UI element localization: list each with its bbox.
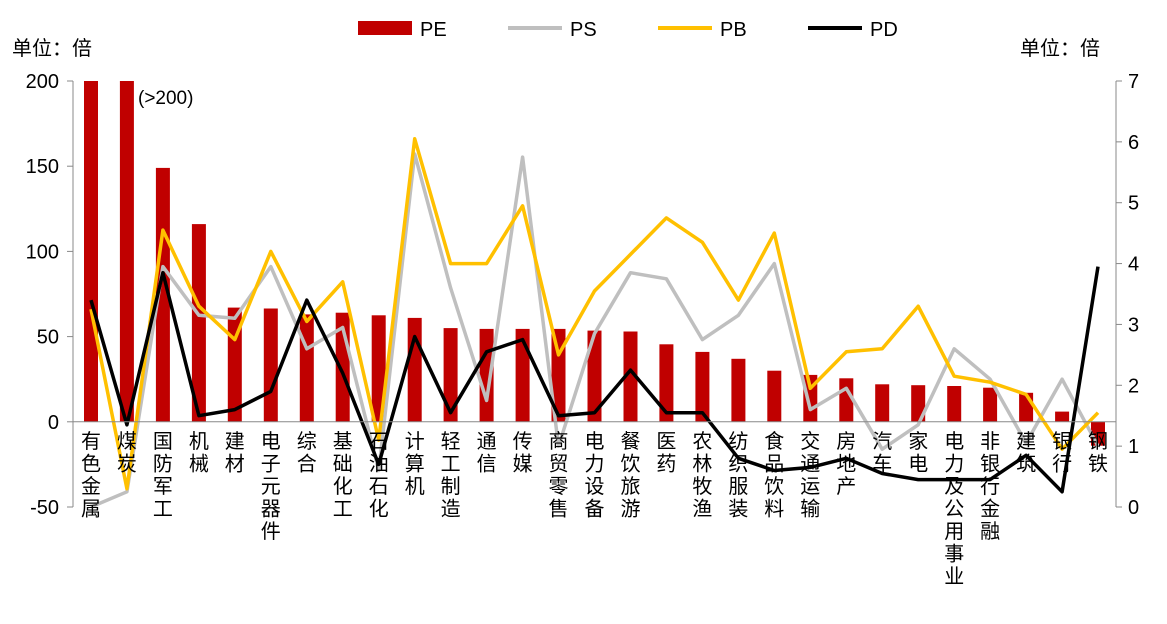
category-label: 传媒 bbox=[513, 429, 533, 476]
legend-label-ps: PS bbox=[570, 19, 597, 41]
legend-swatch-pe bbox=[358, 21, 412, 35]
category-label: 基础化工 bbox=[333, 429, 353, 521]
category-label: 建筑 bbox=[1016, 429, 1036, 476]
pe-bar bbox=[443, 328, 458, 422]
pe-bar bbox=[659, 344, 674, 422]
right-tick-label: 4 bbox=[1128, 254, 1139, 276]
legend-label-pb: PB bbox=[720, 19, 747, 41]
axes: 200 150 100 50 0 -50 7 6 5 4 3 2 1 0 bbox=[26, 71, 1140, 519]
pe-bars bbox=[84, 81, 1105, 446]
pe-bar bbox=[875, 384, 890, 422]
right-tick-label: 2 bbox=[1128, 375, 1139, 397]
category-label: 电力及公用事业 bbox=[944, 429, 964, 588]
right-tick-label: 3 bbox=[1128, 314, 1139, 336]
category-labels: 有色金属煤炭国防军工机械建材电子元器件综合基础化工石油石化计算机轻工制造通信传媒… bbox=[81, 429, 1108, 588]
category-label: 餐饮旅游 bbox=[621, 429, 641, 521]
right-tick-label: 0 bbox=[1128, 497, 1139, 519]
category-label: 煤炭 bbox=[117, 429, 137, 476]
category-label: 钢铁 bbox=[1088, 429, 1108, 476]
lines bbox=[89, 137, 1100, 509]
pe-bar bbox=[731, 358, 746, 422]
category-label: 电力设备 bbox=[585, 429, 605, 521]
left-tick-label: 100 bbox=[26, 241, 59, 263]
right-tick-label: 6 bbox=[1128, 132, 1139, 154]
legend-label-pe: PE bbox=[420, 19, 447, 41]
pe-bar bbox=[515, 328, 530, 422]
left-tick-label: 150 bbox=[26, 156, 59, 178]
pe-bar bbox=[587, 330, 602, 422]
category-label: 机械 bbox=[189, 429, 209, 476]
category-label: 汽车 bbox=[872, 429, 892, 476]
category-label: 家电 bbox=[908, 429, 928, 476]
pe-bar bbox=[191, 224, 206, 422]
category-label: 计算机 bbox=[405, 429, 425, 498]
left-tick-label: 0 bbox=[48, 412, 59, 434]
pe-bar bbox=[84, 81, 98, 422]
pe-bar bbox=[155, 167, 170, 422]
right-axis-unit: 单位：倍 bbox=[1020, 36, 1100, 60]
category-label: 商贸零售 bbox=[549, 429, 569, 521]
category-label: 纺织服装 bbox=[728, 429, 748, 521]
category-label: 石油石化 bbox=[369, 429, 389, 521]
pe-bar bbox=[263, 308, 278, 422]
category-label: 食品饮料 bbox=[764, 429, 784, 521]
right-tick-label: 1 bbox=[1128, 436, 1139, 458]
category-label: 银行 bbox=[1052, 429, 1072, 476]
category-label: 农林牧渔 bbox=[692, 429, 712, 521]
pe-bar bbox=[299, 314, 314, 422]
pd-line bbox=[89, 266, 1100, 494]
category-label: 综合 bbox=[297, 429, 317, 476]
pb-line bbox=[89, 137, 1100, 491]
category-label: 电子元器件 bbox=[261, 429, 281, 543]
category-label: 交通运输 bbox=[800, 429, 820, 521]
category-label: 通信 bbox=[477, 429, 497, 476]
right-tick-label: 7 bbox=[1128, 71, 1139, 93]
category-label: 有色金属 bbox=[81, 429, 101, 521]
pe-bar bbox=[371, 315, 386, 422]
category-label: 医药 bbox=[656, 429, 676, 476]
left-tick-label: 200 bbox=[26, 71, 59, 93]
pe-bar bbox=[407, 317, 422, 422]
pe-bar bbox=[119, 81, 134, 422]
legend-label-pd: PD bbox=[870, 19, 898, 41]
legend: PE PS PB PD bbox=[358, 19, 898, 41]
left-axis-unit: 单位：倍 bbox=[12, 36, 92, 60]
pe-bar bbox=[947, 386, 962, 422]
pe-bar bbox=[911, 385, 926, 422]
pe-bar bbox=[767, 370, 782, 422]
pe-bar bbox=[695, 351, 710, 422]
right-tick-label: 5 bbox=[1128, 193, 1139, 215]
overflow-annotation: (>200) bbox=[138, 88, 193, 109]
category-label: 非银行金融 bbox=[980, 429, 1000, 543]
left-tick-label: -50 bbox=[30, 497, 59, 519]
category-label: 房地产 bbox=[836, 429, 856, 498]
pe-bar bbox=[1055, 411, 1070, 422]
category-label: 轻工制造 bbox=[441, 429, 461, 521]
pe-bar bbox=[983, 387, 998, 422]
category-label: 建材 bbox=[225, 429, 245, 476]
pe-bar bbox=[623, 331, 638, 422]
category-label: 国防军工 bbox=[153, 429, 173, 521]
left-tick-label: 50 bbox=[37, 327, 59, 349]
